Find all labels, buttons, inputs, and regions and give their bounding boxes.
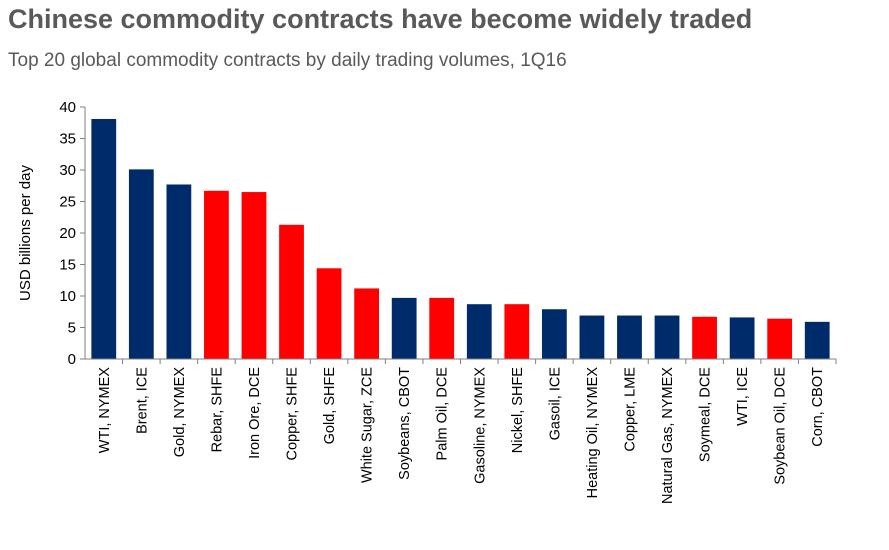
- x-category-label: WTI, NYMEX: [97, 367, 113, 454]
- x-category-label: Copper, LME: [622, 367, 638, 452]
- y-tick-label: 10: [59, 288, 76, 305]
- x-category-label: Palm Oil, DCE: [435, 367, 451, 461]
- x-category-label: Brent, ICE: [134, 367, 150, 434]
- bar: [617, 315, 642, 359]
- bar: [654, 315, 680, 359]
- x-category-label: White Sugar, ZCE: [360, 367, 376, 483]
- bar: [354, 288, 380, 359]
- x-category-label: Corn, CBOT: [810, 367, 826, 447]
- bar: [729, 317, 755, 359]
- y-axis-label: USD billions per day: [17, 165, 34, 301]
- x-category-label: Soymeal, DCE: [698, 367, 714, 462]
- bar: [692, 316, 717, 359]
- x-category-label: Gasoline, NYMEX: [472, 367, 488, 484]
- x-category-label: Gasoil, ICE: [547, 367, 563, 441]
- x-category-label: Copper, SHFE: [285, 367, 301, 461]
- bar: [128, 169, 154, 359]
- bar: [391, 297, 417, 359]
- bar: [579, 315, 605, 359]
- y-tick-label: 15: [59, 257, 76, 274]
- bar: [429, 297, 455, 359]
- y-tick-label: 40: [59, 99, 76, 116]
- y-axis: 0 5 10 15 20 25 30 35 40: [59, 99, 86, 368]
- bar: [166, 184, 192, 359]
- x-category-label: Soybeans, CBOT: [397, 367, 413, 480]
- bar: [279, 224, 304, 359]
- x-category-label: Nickel, SHFE: [510, 367, 526, 454]
- bar: [767, 318, 793, 359]
- y-tick-label: 35: [59, 131, 76, 148]
- bar: [541, 309, 567, 359]
- x-category-label: Rebar, SHFE: [209, 367, 225, 453]
- x-category-label: Iron Ore, DCE: [247, 367, 263, 459]
- x-category-label: Soybean Oil, DCE: [773, 367, 789, 485]
- bar: [241, 192, 267, 359]
- bar: [504, 304, 530, 359]
- chart-title: Chinese commodity contracts have become …: [8, 4, 753, 34]
- bars: [91, 118, 830, 359]
- bar: [91, 118, 117, 359]
- x-category-label: Natural Gas, NYMEX: [660, 367, 676, 504]
- x-category-label: Gold, NYMEX: [172, 367, 188, 458]
- x-category-label: WTI, ICE: [735, 367, 751, 426]
- x-axis: WTI, NYMEX Brent, ICE Gold, NYMEX Rebar, SH…: [85, 358, 837, 504]
- y-tick-label: 20: [59, 225, 76, 242]
- bar: [804, 321, 830, 359]
- y-tick-label: 0: [68, 351, 76, 368]
- y-tick-label: 25: [59, 194, 76, 211]
- bar: [204, 190, 229, 359]
- bar: [466, 304, 492, 359]
- chart-subtitle: Top 20 global commodity contracts by dai…: [8, 50, 567, 71]
- bar: [316, 268, 342, 359]
- y-tick-label: 5: [68, 320, 76, 337]
- y-tick-label: 30: [59, 162, 76, 179]
- x-category-label: Heating Oil, NYMEX: [585, 367, 601, 499]
- x-category-label: Gold, SHFE: [322, 367, 338, 445]
